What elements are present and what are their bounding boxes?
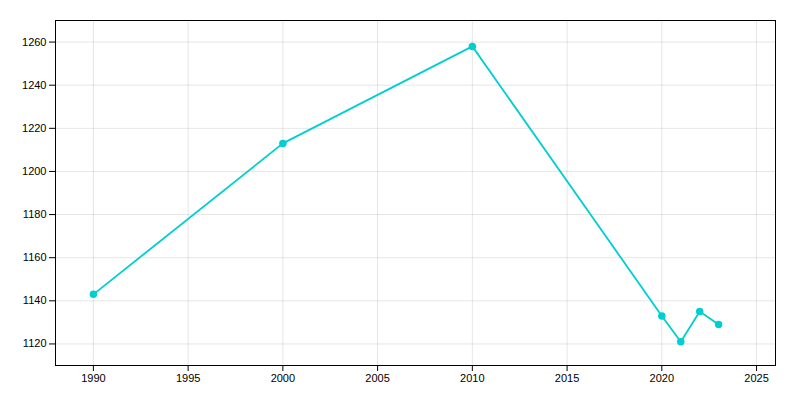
svg-text:1260: 1260: [22, 36, 46, 48]
svg-text:1180: 1180: [23, 208, 47, 220]
svg-text:2000: 2000: [271, 372, 295, 384]
svg-text:1140: 1140: [23, 294, 47, 306]
svg-text:1200: 1200: [22, 165, 46, 177]
svg-text:2015: 2015: [555, 372, 579, 384]
svg-text:2020: 2020: [650, 372, 674, 384]
svg-text:1995: 1995: [176, 372, 200, 384]
svg-text:2025: 2025: [744, 372, 768, 384]
svg-text:1160: 1160: [23, 251, 47, 263]
svg-text:1120: 1120: [23, 337, 47, 349]
svg-text:1990: 1990: [81, 372, 105, 384]
svg-text:2010: 2010: [460, 372, 484, 384]
svg-text:1240: 1240: [22, 79, 46, 91]
svg-text:2005: 2005: [365, 372, 389, 384]
svg-text:1220: 1220: [22, 122, 46, 134]
